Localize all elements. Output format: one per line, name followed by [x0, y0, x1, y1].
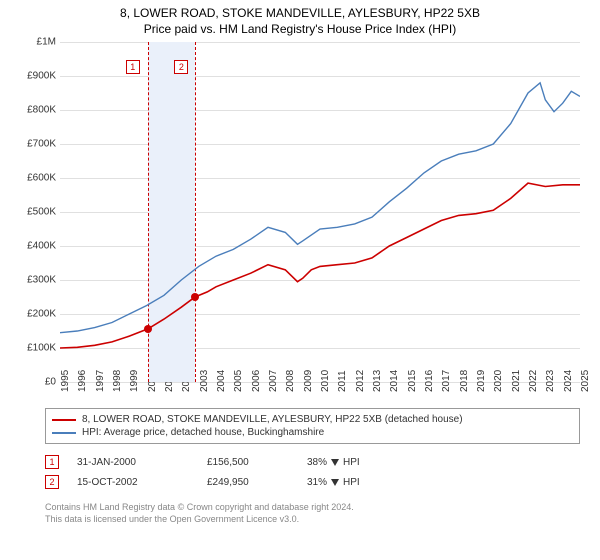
- y-axis-label: £200K: [20, 309, 56, 320]
- y-axis-label: £900K: [20, 71, 56, 82]
- event-badge: 1: [45, 455, 59, 469]
- price-chart: £0 £100K £200K £300K £400K £500K £600K £700K £80…: [20, 42, 580, 402]
- legend-label: 8, LOWER ROAD, STOKE MANDEVILLE, AYLESBU…: [82, 414, 463, 425]
- event-delta-suffix: HPI: [343, 457, 360, 468]
- y-axis-label: £400K: [20, 241, 56, 252]
- event-delta-pct: 38%: [307, 457, 327, 468]
- event-row: 1 31-JAN-2000£156,50038% HPI: [45, 452, 580, 472]
- event-marker: 2: [174, 60, 188, 74]
- y-axis-label: £500K: [20, 207, 56, 218]
- event-delta-suffix: HPI: [343, 477, 360, 488]
- event-price: £249,950: [207, 477, 307, 488]
- event-delta: 31% HPI: [307, 477, 360, 488]
- footer-line: Contains HM Land Registry data © Crown c…: [45, 502, 580, 514]
- page-title: 8, LOWER ROAD, STOKE MANDEVILLE, AYLESBU…: [0, 0, 600, 20]
- legend-swatch: [52, 432, 76, 434]
- y-axis-label: £300K: [20, 275, 56, 286]
- events-table: 1 31-JAN-2000£156,50038% HPI 2 15-OCT-2002£2…: [45, 452, 580, 492]
- event-date: 31-JAN-2000: [77, 457, 207, 468]
- legend: 8, LOWER ROAD, STOKE MANDEVILLE, AYLESBU…: [45, 408, 580, 444]
- event-price: £156,500: [207, 457, 307, 468]
- y-axis-label: £0: [20, 377, 56, 388]
- legend-item: HPI: Average price, detached house, Buck…: [52, 426, 573, 439]
- series-lines: [60, 42, 580, 382]
- event-row: 2 15-OCT-2002£249,95031% HPI: [45, 472, 580, 492]
- transaction-dot: [191, 293, 199, 301]
- event-delta: 38% HPI: [307, 457, 360, 468]
- x-axis-label: 2025: [580, 370, 591, 392]
- event-badge: 2: [45, 475, 59, 489]
- y-axis-label: £100K: [20, 343, 56, 354]
- transaction-dot: [144, 325, 152, 333]
- footer-attribution: Contains HM Land Registry data © Crown c…: [45, 502, 580, 525]
- y-axis-label: £600K: [20, 173, 56, 184]
- series-property: [60, 183, 580, 348]
- event-date: 15-OCT-2002: [77, 477, 207, 488]
- legend-label: HPI: Average price, detached house, Buck…: [82, 427, 324, 438]
- page-subtitle: Price paid vs. HM Land Registry's House …: [0, 20, 600, 36]
- y-axis-label: £700K: [20, 139, 56, 150]
- y-axis-label: £800K: [20, 105, 56, 116]
- legend-item: 8, LOWER ROAD, STOKE MANDEVILLE, AYLESBU…: [52, 413, 573, 426]
- series-hpi: [60, 83, 580, 333]
- footer-line: This data is licensed under the Open Gov…: [45, 514, 580, 526]
- event-delta-pct: 31%: [307, 477, 327, 488]
- y-axis-label: £1M: [20, 37, 56, 48]
- legend-swatch: [52, 419, 76, 421]
- arrow-down-icon: [331, 459, 339, 466]
- event-marker: 1: [126, 60, 140, 74]
- arrow-down-icon: [331, 479, 339, 486]
